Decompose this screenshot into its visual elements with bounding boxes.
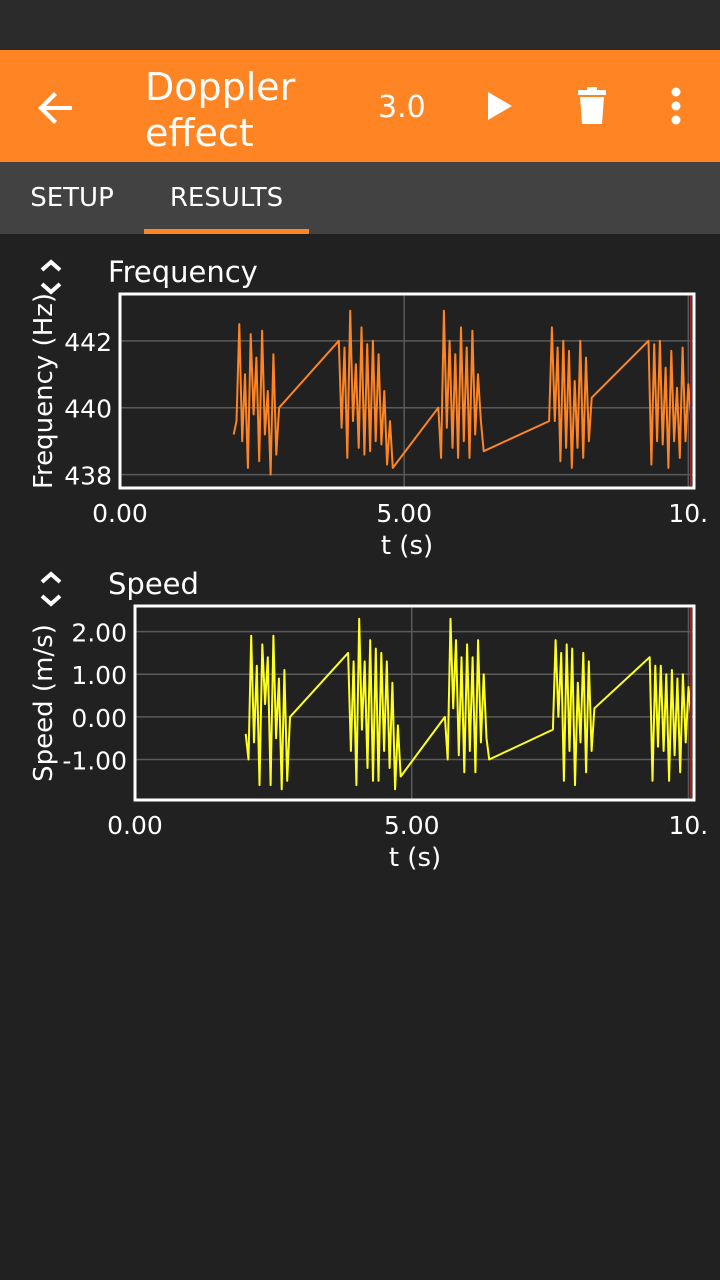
- plot-background: [135, 606, 694, 800]
- graph-title-speed: Speed: [108, 567, 199, 601]
- x-axis-label: t (s): [381, 531, 433, 561]
- delete-button[interactable]: [570, 82, 614, 134]
- title-line-2: effect: [145, 111, 254, 155]
- arrow-left-icon: [38, 92, 72, 124]
- play-button[interactable]: [478, 80, 522, 132]
- speed-graph[interactable]: 2.00 1.00 0.00 -1.00 0.00 5.00 10. Speed (m/s…: [0, 592, 720, 882]
- more-vertical-icon: [671, 87, 681, 125]
- tab-setup[interactable]: SETUP: [30, 183, 114, 213]
- x-tick-label: 10.: [668, 811, 708, 840]
- y-tick-label: 0.00: [71, 704, 127, 733]
- rate-value[interactable]: 3.0: [378, 90, 426, 125]
- plot-background: [120, 294, 694, 488]
- x-tick-label: 5.00: [384, 811, 440, 840]
- y-tick-label: 442: [64, 328, 112, 357]
- y-tick-label: 440: [64, 395, 112, 424]
- trash-icon: [578, 87, 606, 124]
- frequency-graph[interactable]: 442 440 438 0.00 5.00 10. Frequency (Hz) t (…: [0, 280, 720, 570]
- x-tick-label: 10.: [668, 499, 708, 528]
- back-button[interactable]: [32, 84, 80, 132]
- title-line-1: Doppler: [145, 65, 296, 109]
- plot-frame: [133, 604, 696, 802]
- expand-graph-frequency-icon[interactable]: [36, 256, 66, 304]
- y-tick-label: -1.00: [62, 746, 127, 775]
- plot-frame: [118, 292, 696, 490]
- tab-bar: SETUP RESULTS: [0, 162, 720, 234]
- y-axis-label: Frequency (Hz): [29, 293, 59, 489]
- tab-selected-indicator: [144, 229, 309, 234]
- graph-title-frequency: Frequency: [108, 255, 258, 289]
- x-tick-label: 0.00: [107, 811, 163, 840]
- y-tick-label: 2.00: [71, 619, 127, 648]
- y-tick-label: 1.00: [71, 661, 127, 690]
- data-series-line: [232, 309, 693, 476]
- overflow-menu-button[interactable]: [656, 82, 696, 134]
- expand-graph-speed-icon[interactable]: [36, 568, 66, 616]
- x-tick-label: 5.00: [376, 499, 432, 528]
- status-bar: [0, 0, 720, 50]
- x-tick-label: 0.00: [92, 499, 148, 528]
- y-axis-label: Speed (m/s): [29, 624, 59, 782]
- tab-results[interactable]: RESULTS: [169, 183, 284, 213]
- experiment-title: Doppler effect: [145, 64, 295, 156]
- app-bar: Doppler effect 3.0: [0, 50, 720, 162]
- x-axis-label: t (s): [389, 843, 441, 873]
- data-series-line: [244, 617, 693, 791]
- y-tick-label: 438: [64, 462, 112, 491]
- play-icon: [488, 92, 512, 120]
